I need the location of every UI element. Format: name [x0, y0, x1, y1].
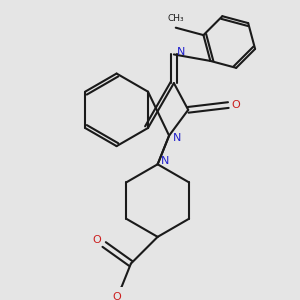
Text: CH₃: CH₃: [167, 14, 184, 22]
Text: N: N: [161, 156, 170, 167]
Text: O: O: [112, 292, 121, 300]
Text: O: O: [232, 100, 240, 110]
Text: N: N: [177, 46, 186, 57]
Text: N: N: [172, 133, 181, 142]
Text: O: O: [92, 235, 101, 245]
